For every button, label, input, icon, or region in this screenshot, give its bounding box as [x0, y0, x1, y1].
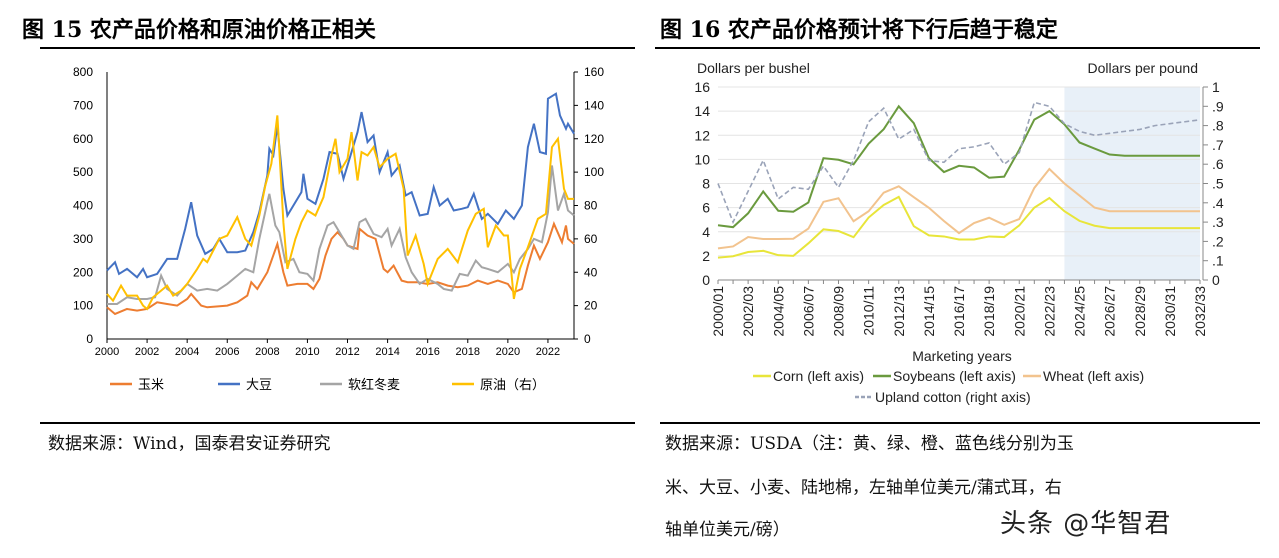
y-tick-label: 14 [694, 103, 710, 119]
x-tick-label: 2008 [255, 346, 279, 358]
y-tick-label: 6 [702, 200, 710, 216]
x-tick-label: 2018/19 [981, 286, 997, 337]
y-tick-label: 600 [73, 132, 93, 146]
legend-label: Upland cotton (right axis) [875, 389, 1031, 405]
legend-label: 大豆 [246, 377, 272, 392]
x-tick-label: 2020/21 [1011, 286, 1027, 337]
x-tick-label: 2028/29 [1132, 286, 1148, 337]
y2-tick-label: 0 [1212, 272, 1220, 288]
x-tick-label: 2002/03 [740, 286, 756, 337]
legend-label: Soybeans (left axis) [893, 368, 1016, 384]
y2-tick-label: 140 [584, 98, 604, 112]
x-tick-label: 2006/07 [800, 286, 816, 337]
y2-tick-label: 0 [584, 332, 591, 346]
y2-tick-label: 100 [584, 165, 604, 179]
y2-tick-label: 160 [584, 65, 604, 79]
y2-tick-label: .1 [1212, 253, 1224, 269]
x-tick-label: 2002 [135, 346, 159, 358]
x-tick-label: 2004 [175, 346, 199, 358]
x-tick-label: 2004/05 [770, 286, 786, 337]
y-tick-label: 10 [694, 151, 710, 167]
legend-label: 玉米 [138, 377, 164, 392]
legend-label: Wheat (left axis) [1043, 368, 1144, 384]
x-tick-label: 2016/17 [951, 286, 967, 337]
right-source-line-3: 轴单位美元/磅） [665, 520, 790, 540]
y2-tick-label: .6 [1212, 156, 1224, 172]
y2-tick-label: .5 [1212, 176, 1224, 192]
y-tick-label: 12 [694, 127, 710, 143]
series-line-1 [106, 92, 575, 279]
right-source-line-2: 米、大豆、小麦、陆地棉，左轴单位美元/蒲式耳，右 [665, 478, 1062, 498]
x-tick-label: 2022/23 [1041, 286, 1057, 337]
x-tick-label: 2010 [295, 346, 319, 358]
y-tick-label: 300 [73, 232, 93, 246]
y-tick-label: 500 [73, 165, 93, 179]
right-title-rule [655, 47, 1260, 49]
y2-tick-label: 80 [584, 199, 598, 213]
x-tick-label: 2022 [536, 346, 560, 358]
x-tick-label: 2030/31 [1162, 286, 1178, 337]
y-tick-label: 100 [73, 299, 93, 313]
left-source: 数据来源：Wind，国泰君安证券研究 [48, 434, 331, 454]
y-tick-label: 800 [73, 65, 93, 79]
y-tick-label: 0 [702, 272, 710, 288]
series-line-2 [717, 167, 1200, 250]
x-tick-label: 2006 [215, 346, 239, 358]
y-tick-label: 200 [73, 265, 93, 279]
series-line-1 [717, 104, 1200, 229]
x-tick-label: 2018 [456, 346, 480, 358]
right-figure-title: 图 16 农产品价格预计将下行后趋于稳定 [660, 17, 1058, 43]
legend-label: 原油（右） [480, 377, 545, 392]
x-tick-label: 2026/27 [1102, 286, 1118, 337]
y-tick-label: 0 [86, 332, 93, 346]
y2-tick-label: .4 [1212, 195, 1224, 211]
legend-label: Corn (left axis) [773, 368, 864, 384]
x-tick-label: 2000/01 [710, 286, 726, 337]
legend-label: 软红冬麦 [348, 377, 400, 392]
y2-tick-label: 40 [584, 265, 598, 279]
left-title-rule [40, 47, 635, 49]
x-tick-label: 2012 [335, 346, 359, 358]
x-tick-label: 2010/11 [861, 286, 877, 336]
y2-tick-label: .3 [1212, 214, 1224, 230]
series-line-0 [717, 195, 1200, 259]
right-bottom-rule [660, 422, 1260, 424]
x-tick-label: 2012/13 [891, 286, 907, 337]
x-tick-label: 2020 [496, 346, 520, 358]
y2-tick-label: .8 [1212, 118, 1224, 134]
x-tick-label: 2008/09 [831, 286, 847, 337]
left-bottom-rule [40, 422, 635, 424]
y2-tick-label: .9 [1212, 98, 1224, 114]
y-tick-label: 4 [702, 224, 710, 240]
y2-axis-title: Dollars per pound [1087, 60, 1198, 76]
x-tick-label: 2000 [95, 346, 119, 358]
y2-tick-label: .2 [1212, 233, 1224, 249]
right-source-line-1: 数据来源：USDA（注：黄、绿、橙、蓝色线分别为玉 [665, 434, 1074, 454]
y2-tick-label: 120 [584, 132, 604, 146]
y-tick-label: 700 [73, 98, 93, 112]
x-tick-label: 2024/25 [1072, 286, 1088, 337]
watermark: 头条 @华智君 [1000, 509, 1172, 539]
x-tick-label: 2032/33 [1192, 286, 1208, 337]
series-line-0 [106, 221, 575, 316]
x-tick-label: 2014/15 [921, 286, 937, 337]
y2-tick-label: .7 [1212, 137, 1224, 153]
y-axis-title: Dollars per bushel [697, 60, 810, 76]
x-tick-label: 2014 [375, 346, 399, 358]
y2-tick-label: 60 [584, 232, 598, 246]
left-figure-title: 图 15 农产品价格和原油价格正相关 [22, 17, 376, 43]
y2-tick-label: 20 [584, 299, 598, 313]
y-tick-label: 400 [73, 199, 93, 213]
x-tick-label: 2016 [415, 346, 439, 358]
y-tick-label: 16 [694, 79, 710, 95]
y2-tick-label: 1 [1212, 79, 1220, 95]
y-tick-label: 8 [702, 176, 710, 192]
series-line-3 [106, 115, 574, 311]
y-tick-label: 2 [702, 248, 710, 264]
x-axis-title: Marketing years [912, 348, 1012, 364]
